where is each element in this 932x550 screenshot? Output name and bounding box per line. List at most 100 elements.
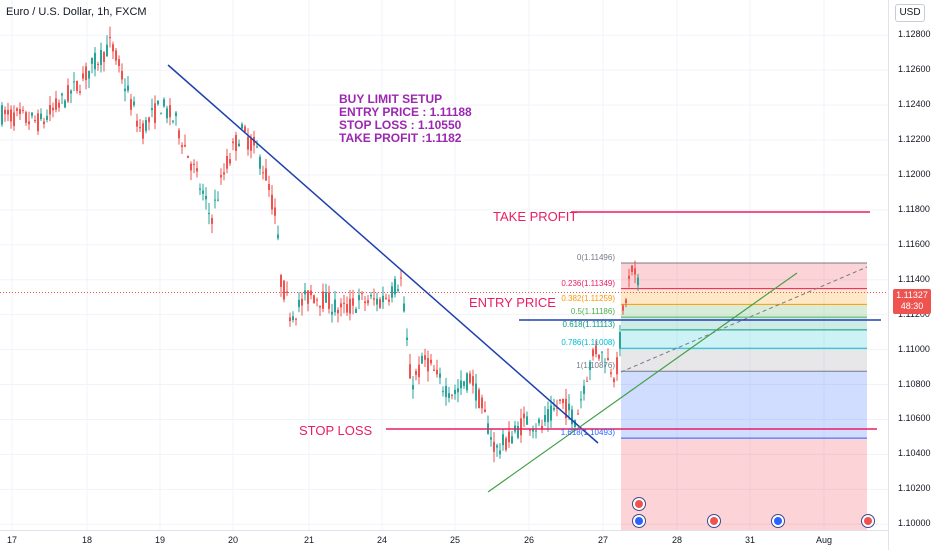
candle-body bbox=[151, 108, 153, 111]
candle-body bbox=[400, 277, 402, 279]
currency-button[interactable]: USD bbox=[895, 4, 925, 22]
candle-body bbox=[193, 163, 195, 165]
candle-body bbox=[394, 278, 396, 295]
fib-level-label: 1.618(1.10493) bbox=[560, 428, 615, 438]
candle-body bbox=[496, 445, 498, 448]
candle-body bbox=[475, 383, 477, 401]
candle-body bbox=[433, 369, 435, 371]
time-axis-separator bbox=[0, 530, 888, 531]
candle-body bbox=[637, 277, 639, 286]
candle-body bbox=[145, 120, 147, 131]
us-flag-event-icon[interactable] bbox=[861, 514, 875, 528]
candle-body bbox=[94, 52, 96, 70]
candle-body bbox=[202, 190, 204, 194]
candle-body bbox=[556, 407, 558, 409]
candle-body bbox=[319, 305, 321, 308]
take-profit-label[interactable]: TAKE PROFIT bbox=[493, 209, 578, 224]
candle-body bbox=[64, 100, 66, 108]
candle-body bbox=[391, 286, 393, 298]
fib-level-label: 0.618(1.11113) bbox=[562, 319, 615, 329]
candle-body bbox=[361, 293, 363, 295]
fib-zone bbox=[621, 329, 867, 349]
price-tick-label: 1.12200 bbox=[898, 134, 931, 144]
candle-body bbox=[532, 429, 534, 432]
candle-body bbox=[346, 304, 348, 313]
time-tick-label: 28 bbox=[671, 535, 683, 545]
candle-body bbox=[481, 397, 483, 409]
candle-body bbox=[106, 44, 108, 57]
candle-body bbox=[100, 49, 102, 65]
candle-body bbox=[178, 130, 180, 139]
eu-flag-event-icon[interactable] bbox=[771, 514, 785, 528]
candle-body bbox=[76, 80, 78, 91]
candle-body bbox=[622, 305, 624, 311]
candle-body bbox=[457, 388, 459, 393]
candle-body bbox=[484, 409, 486, 413]
entry-price-label[interactable]: ENTRY PRICE bbox=[469, 295, 556, 310]
candle-body bbox=[421, 355, 423, 364]
candle-body bbox=[409, 364, 411, 379]
candle-body bbox=[559, 399, 561, 401]
descending-trendline bbox=[167, 64, 599, 444]
time-tick-label: 24 bbox=[376, 535, 388, 545]
symbol-title[interactable]: Euro / U.S. Dollar, 1h, FXCM bbox=[6, 6, 147, 18]
candle-body bbox=[544, 415, 546, 422]
setup-line: TAKE PROFIT :1.1182 bbox=[339, 131, 462, 145]
setup-note[interactable]: BUY LIMIT SETUP ENTRY PRICE : 1.11188 ST… bbox=[339, 93, 472, 145]
candle-body bbox=[223, 172, 225, 175]
candle-body bbox=[91, 57, 93, 64]
candle-body bbox=[340, 303, 342, 308]
price-axis-separator bbox=[888, 0, 889, 550]
candle-body bbox=[67, 85, 69, 102]
candle-body bbox=[331, 311, 333, 315]
us-flag-event-icon[interactable] bbox=[707, 514, 721, 528]
candle-body bbox=[139, 127, 141, 129]
price-tick-label: 1.11400 bbox=[898, 273, 930, 284]
candle-body bbox=[595, 345, 597, 355]
candle-body bbox=[214, 199, 216, 201]
candle-body bbox=[424, 355, 426, 360]
candle-body bbox=[466, 373, 468, 391]
candle-body bbox=[280, 275, 282, 287]
current-price-tag: 1.11327 48:30 bbox=[893, 289, 931, 314]
eu-flag-event-icon[interactable] bbox=[632, 514, 646, 528]
price-tick-label: 1.10800 bbox=[898, 378, 931, 389]
candle-body bbox=[508, 431, 510, 443]
candle-body bbox=[382, 295, 384, 303]
candle-body bbox=[634, 268, 636, 275]
candle-body bbox=[523, 413, 525, 419]
candle-body bbox=[406, 337, 408, 341]
candle-body bbox=[157, 100, 159, 105]
candle-body bbox=[163, 99, 165, 107]
time-tick-label: Aug bbox=[815, 535, 833, 545]
price-tick-label: 1.11800 bbox=[898, 203, 930, 214]
candle-body bbox=[73, 81, 75, 83]
candle-body bbox=[115, 50, 117, 61]
fib-zone bbox=[621, 438, 867, 530]
candle-body bbox=[349, 298, 351, 314]
fib-level-label: 0.786(1.11008) bbox=[561, 338, 615, 348]
candle-body bbox=[343, 302, 345, 304]
candle-body bbox=[250, 137, 252, 151]
candle-body bbox=[112, 44, 114, 52]
candle-body bbox=[160, 113, 162, 115]
candle-body bbox=[448, 393, 450, 398]
candle-body bbox=[121, 71, 123, 80]
candle-body bbox=[571, 409, 573, 425]
candle-body bbox=[46, 115, 48, 121]
candle-body bbox=[7, 109, 9, 115]
candle-body bbox=[232, 141, 234, 144]
candle-body bbox=[217, 199, 219, 201]
stop-loss-label[interactable]: STOP LOSS bbox=[299, 423, 373, 438]
us-flag-event-icon[interactable] bbox=[632, 497, 646, 511]
candle-body bbox=[364, 301, 366, 304]
candle-body bbox=[229, 159, 231, 164]
candle-body bbox=[619, 332, 621, 349]
candle-body bbox=[271, 194, 273, 210]
candle-body bbox=[226, 156, 228, 169]
candle-body bbox=[283, 280, 285, 300]
candle-body bbox=[19, 109, 21, 114]
fib-level-label: 0.382(1.11259) bbox=[561, 294, 615, 304]
candle-body bbox=[499, 450, 501, 455]
